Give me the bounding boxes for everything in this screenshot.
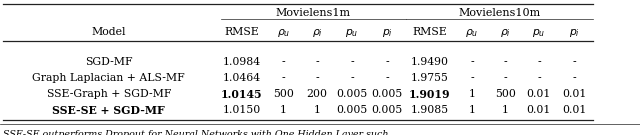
Text: -: - bbox=[350, 57, 354, 67]
Text: -: - bbox=[572, 57, 576, 67]
Text: $p_u$: $p_u$ bbox=[346, 27, 358, 39]
Text: 200: 200 bbox=[307, 89, 328, 99]
Text: 1: 1 bbox=[468, 105, 476, 115]
Text: SSE-Graph + SGD-MF: SSE-Graph + SGD-MF bbox=[47, 89, 171, 99]
Text: 1: 1 bbox=[502, 105, 509, 115]
Text: -: - bbox=[504, 57, 507, 67]
Text: -: - bbox=[504, 73, 507, 83]
Text: -: - bbox=[385, 73, 389, 83]
Text: $\rho_u$: $\rho_u$ bbox=[465, 27, 479, 39]
Text: 0.01: 0.01 bbox=[527, 89, 551, 99]
Text: 1: 1 bbox=[280, 105, 287, 115]
Text: -: - bbox=[385, 57, 389, 67]
Text: 1: 1 bbox=[468, 89, 476, 99]
Text: -: - bbox=[537, 73, 541, 83]
Text: 1.9755: 1.9755 bbox=[410, 73, 449, 83]
Text: 0.005: 0.005 bbox=[337, 105, 367, 115]
Text: 1.9085: 1.9085 bbox=[410, 105, 449, 115]
Text: 0.005: 0.005 bbox=[337, 89, 367, 99]
Text: Model: Model bbox=[92, 27, 126, 37]
Text: $\rho_u$: $\rho_u$ bbox=[276, 27, 290, 39]
Text: 0.01: 0.01 bbox=[562, 89, 586, 99]
Text: -: - bbox=[316, 73, 319, 83]
Text: -: - bbox=[282, 73, 285, 83]
Text: SGD-MF: SGD-MF bbox=[85, 57, 132, 67]
Text: $p_i$: $p_i$ bbox=[381, 27, 393, 39]
Text: 1.9019: 1.9019 bbox=[409, 89, 450, 100]
Text: SSE-SE + SGD-MF: SSE-SE + SGD-MF bbox=[52, 105, 165, 116]
Text: 1: 1 bbox=[314, 105, 321, 115]
Text: Graph Laplacian + ALS-MF: Graph Laplacian + ALS-MF bbox=[33, 73, 185, 83]
Text: RMSE: RMSE bbox=[224, 27, 259, 37]
Text: 0.005: 0.005 bbox=[372, 89, 403, 99]
Text: $\rho_i$: $\rho_i$ bbox=[312, 27, 323, 39]
Text: -: - bbox=[572, 73, 576, 83]
Text: $p_u$: $p_u$ bbox=[532, 27, 545, 39]
Text: $\rho_i$: $\rho_i$ bbox=[500, 27, 511, 39]
Text: 1.0464: 1.0464 bbox=[223, 73, 260, 83]
Text: -: - bbox=[350, 73, 354, 83]
Text: -: - bbox=[470, 57, 474, 67]
Text: Movielens10m: Movielens10m bbox=[458, 8, 541, 18]
Text: 500: 500 bbox=[273, 89, 294, 99]
Text: 1.0984: 1.0984 bbox=[223, 57, 260, 67]
Text: 0.005: 0.005 bbox=[372, 105, 403, 115]
Text: RMSE: RMSE bbox=[412, 27, 447, 37]
Text: Movielens1m: Movielens1m bbox=[276, 8, 351, 18]
Text: 0.01: 0.01 bbox=[562, 105, 586, 115]
Text: $p_i$: $p_i$ bbox=[568, 27, 580, 39]
Text: 500: 500 bbox=[495, 89, 516, 99]
Text: SSE-SE outperforms Dropout for Neural Networks with One Hidden Layer such: SSE-SE outperforms Dropout for Neural Ne… bbox=[3, 130, 388, 135]
Text: -: - bbox=[537, 57, 541, 67]
Text: -: - bbox=[470, 73, 474, 83]
Text: -: - bbox=[316, 57, 319, 67]
Text: 0.01: 0.01 bbox=[527, 105, 551, 115]
Text: 1.9490: 1.9490 bbox=[410, 57, 449, 67]
Text: 1.0150: 1.0150 bbox=[223, 105, 260, 115]
Text: -: - bbox=[282, 57, 285, 67]
Text: 1.0145: 1.0145 bbox=[221, 89, 262, 100]
